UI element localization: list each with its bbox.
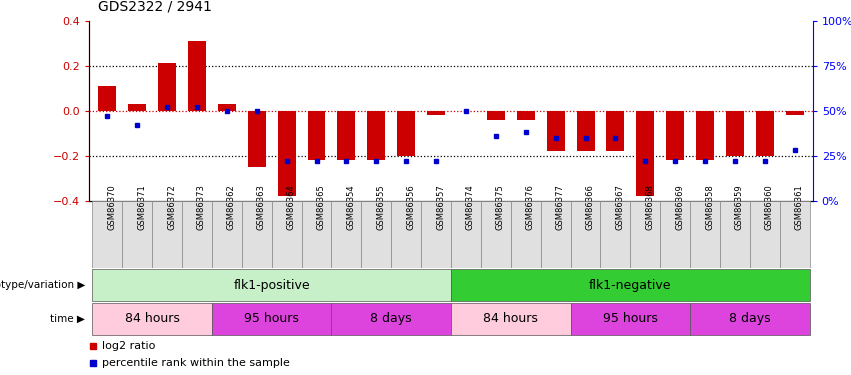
Text: GSM86357: GSM86357 (436, 184, 445, 230)
Bar (577, 111, 595, 151)
Bar (511, 201, 540, 268)
Text: GSM86365: GSM86365 (317, 184, 326, 230)
Bar (780, 201, 809, 268)
Text: GSM86368: GSM86368 (645, 184, 654, 230)
Bar (152, 201, 182, 268)
Bar (182, 201, 212, 268)
Bar (481, 201, 511, 268)
Text: GDS2322 / 2941: GDS2322 / 2941 (98, 0, 212, 13)
Text: 8 days: 8 days (370, 312, 412, 325)
Bar (93, 201, 123, 268)
Text: GSM86372: GSM86372 (167, 184, 176, 230)
Bar (631, 201, 660, 268)
Bar (601, 201, 631, 268)
Bar (421, 201, 451, 268)
Bar (391, 201, 421, 268)
Bar (271, 201, 301, 268)
Text: GSM86377: GSM86377 (556, 184, 565, 230)
Text: 84 hours: 84 hours (125, 312, 180, 325)
Text: GSM86369: GSM86369 (675, 184, 684, 230)
Text: GSM86371: GSM86371 (137, 184, 146, 230)
Bar (487, 111, 505, 120)
Text: GSM86356: GSM86356 (406, 184, 415, 230)
Bar (99, 86, 117, 111)
Bar (332, 303, 451, 335)
Text: percentile rank within the sample: percentile rank within the sample (102, 358, 290, 368)
Bar (750, 201, 780, 268)
Bar (427, 111, 445, 115)
Bar (726, 111, 744, 156)
Bar (546, 111, 564, 151)
Bar (660, 201, 690, 268)
Bar (188, 41, 206, 111)
Bar (218, 104, 236, 111)
Bar (338, 111, 356, 160)
Bar (451, 201, 481, 268)
Text: log2 ratio: log2 ratio (102, 341, 156, 351)
Bar (785, 111, 803, 115)
Bar (720, 201, 750, 268)
Bar (540, 201, 570, 268)
Text: time ▶: time ▶ (50, 314, 85, 324)
Bar (93, 269, 451, 301)
Bar (690, 201, 720, 268)
Bar (451, 303, 570, 335)
Text: GSM86360: GSM86360 (765, 184, 774, 230)
Bar (696, 111, 714, 160)
Bar (212, 201, 242, 268)
Bar (368, 111, 386, 160)
Text: flk1-negative: flk1-negative (589, 279, 671, 291)
Text: GSM86374: GSM86374 (466, 184, 475, 230)
Bar (570, 201, 601, 268)
Text: 95 hours: 95 hours (603, 312, 658, 325)
Bar (93, 303, 212, 335)
Text: GSM86362: GSM86362 (227, 184, 236, 230)
Bar (690, 303, 809, 335)
Text: flk1-positive: flk1-positive (233, 279, 310, 291)
Bar (637, 111, 654, 196)
Text: GSM86358: GSM86358 (705, 184, 714, 230)
Bar (756, 111, 774, 156)
Bar (129, 104, 146, 111)
Bar (397, 111, 415, 156)
Bar (666, 111, 684, 160)
Bar (277, 111, 295, 196)
Text: GSM86354: GSM86354 (346, 184, 356, 230)
Bar (451, 269, 809, 301)
Text: GSM86376: GSM86376 (526, 184, 534, 230)
Text: GSM86366: GSM86366 (585, 184, 595, 230)
Text: GSM86364: GSM86364 (287, 184, 295, 230)
Bar (607, 111, 625, 151)
Text: 84 hours: 84 hours (483, 312, 538, 325)
Bar (212, 303, 332, 335)
Bar (362, 201, 391, 268)
Text: GSM86355: GSM86355 (376, 184, 386, 230)
Bar (158, 63, 176, 111)
Text: GSM86370: GSM86370 (107, 184, 117, 230)
Bar (301, 201, 332, 268)
Bar (242, 201, 271, 268)
Bar (517, 111, 534, 120)
Text: 8 days: 8 days (729, 312, 771, 325)
Text: GSM86367: GSM86367 (615, 184, 625, 230)
Text: 95 hours: 95 hours (244, 312, 299, 325)
Text: GSM86359: GSM86359 (735, 184, 744, 230)
Bar (332, 201, 362, 268)
Bar (570, 303, 690, 335)
Text: GSM86361: GSM86361 (795, 184, 804, 230)
Bar (307, 111, 325, 160)
Text: GSM86375: GSM86375 (496, 184, 505, 230)
Bar (123, 201, 152, 268)
Text: GSM86363: GSM86363 (257, 184, 266, 230)
Text: genotype/variation ▶: genotype/variation ▶ (0, 280, 85, 290)
Bar (248, 111, 266, 167)
Text: GSM86373: GSM86373 (197, 184, 206, 230)
